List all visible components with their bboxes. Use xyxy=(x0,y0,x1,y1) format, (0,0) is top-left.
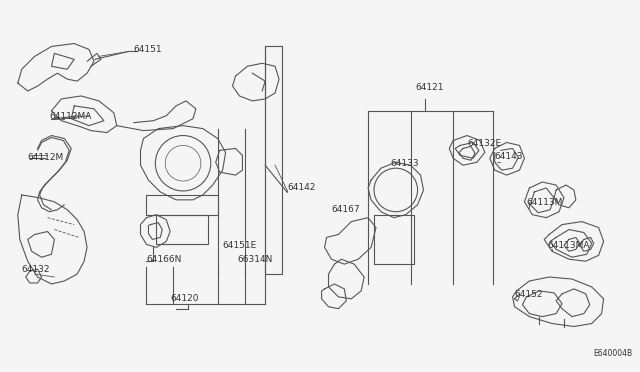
Text: 64133: 64133 xyxy=(391,159,419,168)
Text: 64152: 64152 xyxy=(515,290,543,299)
Text: 64167: 64167 xyxy=(332,205,360,214)
Text: 64151: 64151 xyxy=(134,45,162,54)
Text: 64112M: 64112M xyxy=(28,153,64,162)
Text: 64112MA: 64112MA xyxy=(49,112,92,121)
Text: 64120: 64120 xyxy=(170,294,198,303)
Text: 64166N: 64166N xyxy=(147,255,182,264)
Text: 64113MA: 64113MA xyxy=(547,241,589,250)
Text: 64143: 64143 xyxy=(495,152,524,161)
Text: 64132E: 64132E xyxy=(467,139,501,148)
Text: 66314N: 66314N xyxy=(237,255,273,264)
Text: E640004B: E640004B xyxy=(594,349,633,358)
Text: 64113M: 64113M xyxy=(527,198,563,207)
Text: 64132: 64132 xyxy=(22,264,51,274)
Text: 64142: 64142 xyxy=(287,183,316,192)
Text: 64151E: 64151E xyxy=(223,241,257,250)
Text: 64121: 64121 xyxy=(415,83,444,92)
